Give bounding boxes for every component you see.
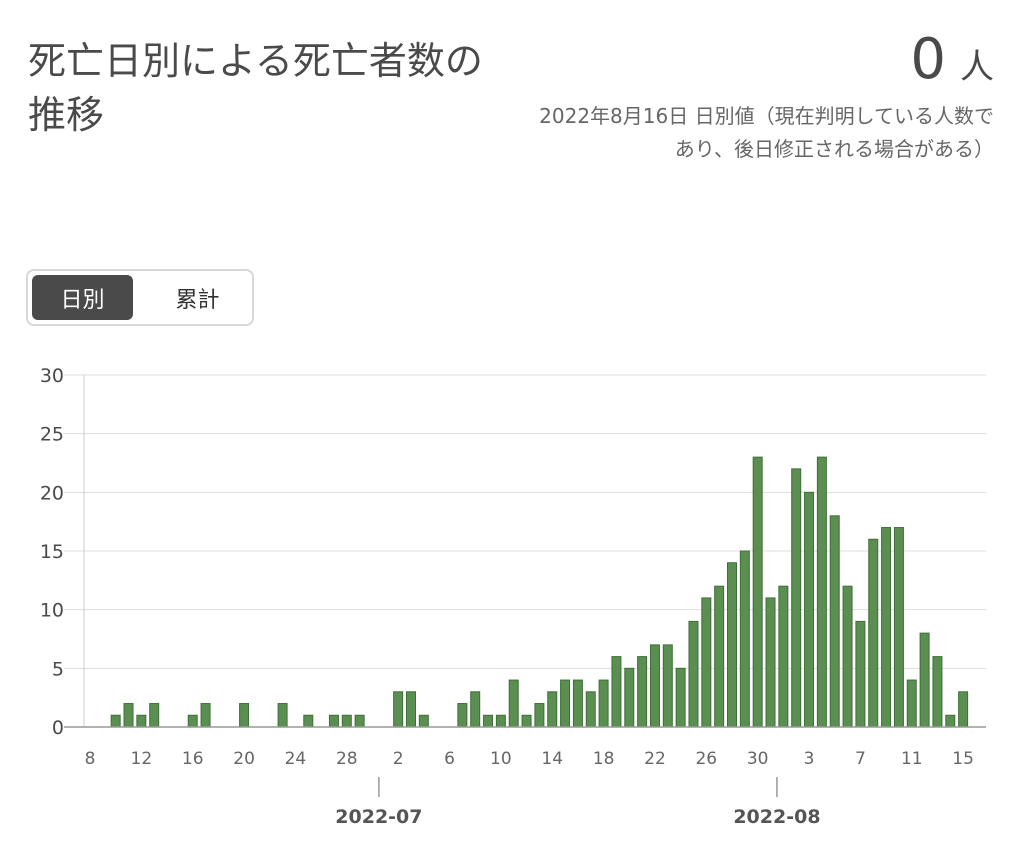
bar bbox=[688, 620, 699, 728]
bar bbox=[932, 656, 943, 728]
bar bbox=[778, 585, 789, 728]
month-label: 2022-07 bbox=[335, 806, 422, 828]
bar bbox=[418, 714, 429, 728]
bar bbox=[187, 714, 198, 728]
bar bbox=[714, 585, 725, 728]
daily-toggle-button[interactable]: 日別 bbox=[32, 275, 133, 320]
bar bbox=[149, 703, 160, 728]
y-tick-label: 25 bbox=[40, 424, 64, 446]
cumulative-toggle-button[interactable]: 累計 bbox=[175, 287, 220, 313]
bar bbox=[328, 714, 339, 728]
y-tick-label: 15 bbox=[40, 541, 64, 563]
bar bbox=[470, 691, 481, 728]
x-tick-label: 16 bbox=[182, 749, 204, 769]
x-tick-label: 2 bbox=[393, 749, 404, 769]
bar bbox=[829, 515, 840, 728]
month-label: 2022-08 bbox=[733, 806, 820, 828]
bar bbox=[816, 456, 827, 728]
x-tick-label: 7 bbox=[855, 749, 866, 769]
bar bbox=[200, 703, 211, 728]
bar bbox=[752, 456, 763, 728]
bar bbox=[855, 620, 866, 728]
bar-series bbox=[110, 456, 969, 728]
x-tick-label: 6 bbox=[444, 749, 455, 769]
x-tick-label: 10 bbox=[490, 749, 512, 769]
bar bbox=[598, 679, 609, 728]
x-tick-label: 20 bbox=[233, 749, 255, 769]
bar bbox=[521, 714, 532, 728]
bar bbox=[842, 585, 853, 728]
x-tick-label: 24 bbox=[285, 749, 307, 769]
x-tick-label: 26 bbox=[695, 749, 717, 769]
y-tick-label: 20 bbox=[40, 482, 64, 504]
x-tick-label: 28 bbox=[336, 749, 358, 769]
x-tick-label: 12 bbox=[131, 749, 153, 769]
page-title: 死亡日別による死亡者数の推移 bbox=[28, 39, 483, 137]
x-tick-label: 22 bbox=[644, 749, 666, 769]
bar bbox=[110, 714, 121, 728]
bar bbox=[649, 644, 660, 728]
bar bbox=[547, 691, 558, 728]
bar bbox=[637, 656, 648, 728]
bar bbox=[560, 679, 571, 728]
x-tick-label: 15 bbox=[952, 749, 974, 769]
bar bbox=[534, 703, 545, 728]
latest-value-unit: 人 bbox=[960, 47, 994, 87]
bar bbox=[958, 691, 969, 728]
bar bbox=[341, 714, 352, 728]
bar bbox=[393, 691, 404, 728]
bar bbox=[508, 679, 519, 728]
bar bbox=[906, 679, 917, 728]
y-axis: 0 5 10 15 20 25 30 bbox=[40, 365, 85, 739]
bar bbox=[868, 538, 879, 728]
view-toggle: 日別 累計 bbox=[26, 269, 254, 326]
bar bbox=[611, 656, 622, 728]
x-tick-label: 14 bbox=[541, 749, 563, 769]
x-tick-label: 18 bbox=[593, 749, 615, 769]
bar bbox=[483, 714, 494, 728]
bar bbox=[123, 703, 134, 728]
bar bbox=[585, 691, 596, 728]
y-tick-label: 5 bbox=[52, 658, 64, 680]
x-tick-label: 11 bbox=[901, 749, 923, 769]
y-tick-label: 30 bbox=[40, 365, 64, 387]
bar bbox=[136, 714, 147, 728]
y-tick-label: 0 bbox=[52, 717, 64, 739]
bar bbox=[303, 714, 314, 728]
bar bbox=[277, 703, 288, 728]
bar bbox=[804, 491, 815, 728]
y-tick-label: 10 bbox=[40, 600, 64, 622]
bar bbox=[624, 667, 635, 728]
x-tick-label: 3 bbox=[804, 749, 815, 769]
x-tick-label: 30 bbox=[747, 749, 769, 769]
bar bbox=[739, 550, 750, 728]
bar bbox=[239, 703, 250, 728]
bar bbox=[457, 703, 468, 728]
value-note: 2022年8月16日 日別値（現在判明している人数であり、後日修正される場合があ… bbox=[539, 104, 994, 161]
bar bbox=[495, 714, 506, 728]
bar bbox=[406, 691, 416, 728]
bar bbox=[701, 597, 712, 728]
bar bbox=[675, 667, 686, 728]
bar bbox=[881, 527, 892, 728]
bar bbox=[893, 527, 904, 728]
latest-value-number: 0 bbox=[910, 27, 946, 92]
x-tick-label: 8 bbox=[85, 749, 96, 769]
bar bbox=[727, 562, 737, 728]
bar bbox=[662, 644, 673, 728]
bar bbox=[354, 714, 365, 728]
bar bbox=[791, 468, 802, 728]
bar bbox=[945, 714, 956, 728]
bar bbox=[765, 597, 776, 728]
bar bbox=[572, 679, 583, 728]
bar bbox=[919, 632, 930, 728]
